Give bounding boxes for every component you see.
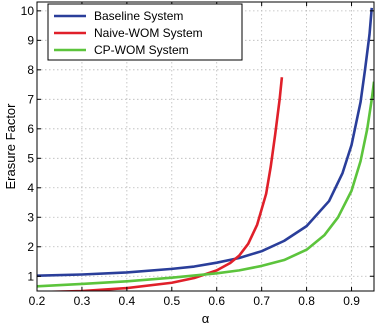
x-tick-label: 0.6 xyxy=(208,294,225,308)
legend-label-3: CP-WOM System xyxy=(94,43,189,57)
x-tick-label: 0.2 xyxy=(29,294,46,308)
plot-frame xyxy=(36,1,375,292)
x-axis-label: α xyxy=(202,311,210,326)
x-tick-label: 0.8 xyxy=(298,294,315,308)
y-axis-ticks: 1 2 3 4 5 6 7 8 9 10 xyxy=(21,4,374,283)
y-tick-label: 5 xyxy=(27,151,34,165)
series-line-2 xyxy=(37,77,284,291)
y-axis-label: Erasure Factor xyxy=(3,103,18,190)
y-tick-label: 9 xyxy=(27,33,34,47)
y-tick-label: 8 xyxy=(27,63,34,77)
y-tick-label: 7 xyxy=(27,92,34,106)
x-tick-label: 0.5 xyxy=(163,294,180,308)
x-tick-label: 0.9 xyxy=(343,294,360,308)
y-tick-label: 3 xyxy=(27,210,34,224)
x-tick-label: 0.3 xyxy=(74,294,91,308)
series-line-1 xyxy=(37,7,374,277)
axes xyxy=(36,1,375,292)
y-tick-label: 4 xyxy=(27,181,34,195)
legend: Baseline System Naive-WOM System CP-WOM Sy… xyxy=(47,3,243,61)
x-tick-label: 0.4 xyxy=(119,294,136,308)
y-tick-label: 1 xyxy=(27,269,34,283)
y-tick-label: 6 xyxy=(27,122,34,136)
x-axis-ticks: 0.2 0.3 0.4 0.5 0.6 0.7 0.8 0.9 xyxy=(29,2,360,308)
series-line-3 xyxy=(37,81,374,288)
y-tick-label: 2 xyxy=(27,240,34,254)
series-lines xyxy=(37,7,374,291)
x-tick-label: 0.7 xyxy=(253,294,270,308)
y-tick-label: 10 xyxy=(21,4,35,18)
legend-label-2: Naive-WOM System xyxy=(94,26,203,40)
legend-label-1: Baseline System xyxy=(94,9,183,23)
